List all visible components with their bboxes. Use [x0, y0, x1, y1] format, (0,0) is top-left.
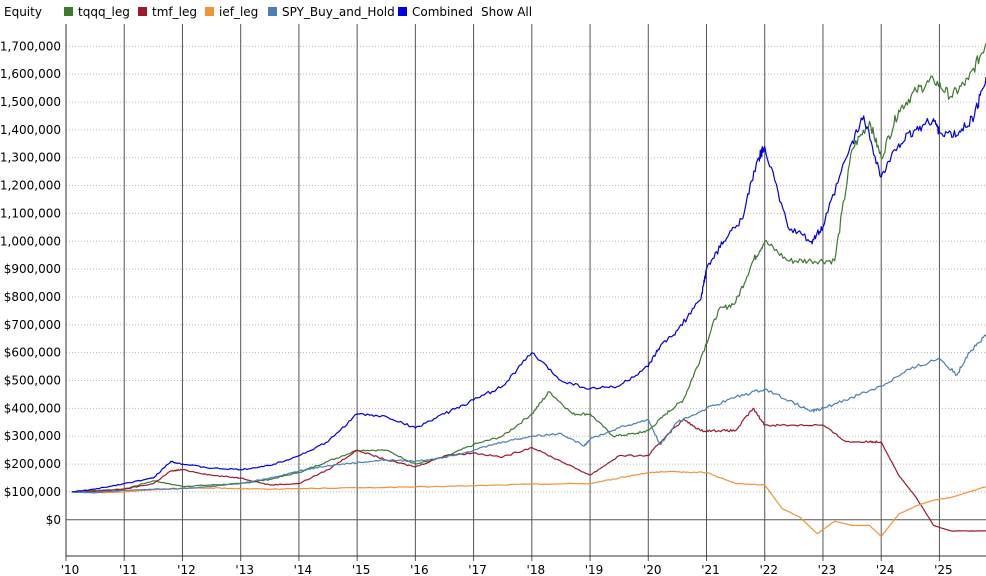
x-tick-label: '13 — [235, 563, 254, 576]
x-tick-label: '18 — [527, 563, 546, 576]
x-tick-label: '10 — [61, 563, 80, 576]
legend-item-tmf-leg[interactable]: tmf_leg — [138, 5, 197, 19]
legend-title: Equity — [4, 5, 42, 19]
series-line-tqqq-leg — [71, 43, 986, 493]
y-tick-label: $0 — [46, 513, 61, 527]
series-line-ief-leg — [71, 470, 986, 538]
legend-item-ief-leg[interactable]: ief_leg — [205, 5, 258, 19]
legend-item-tqqq-leg[interactable]: tqqq_leg — [64, 5, 130, 19]
legend-label: tqqq_leg — [78, 5, 130, 19]
y-tick-label: $700,000 — [4, 318, 61, 332]
y-tick-label: $1,300,000 — [0, 151, 61, 165]
x-tick-label: '12 — [177, 563, 196, 576]
legend-swatch — [138, 7, 147, 16]
y-tick-label: $1,400,000 — [0, 123, 61, 137]
y-tick-label: $100,000 — [4, 485, 61, 499]
legend: Equity tqqq_leg tmf_leg ief_leg SPY_Buy_… — [0, 0, 986, 24]
y-tick-label: $400,000 — [4, 401, 61, 415]
legend-label: ief_leg — [219, 5, 259, 19]
x-tick-label: '11 — [119, 563, 138, 576]
y-tick-label: $1,500,000 — [0, 95, 61, 109]
legend-label: tmf_leg — [152, 5, 197, 19]
legend-label: SPY_Buy_and_Hold — [282, 5, 395, 19]
x-tick-label: '23 — [818, 563, 837, 576]
y-tick-label: $1,600,000 — [0, 67, 61, 81]
x-tick-label: '17 — [468, 563, 487, 576]
series-line-spy-buy-and-hold — [71, 334, 986, 494]
legend-swatch — [268, 7, 277, 16]
y-tick-label: $800,000 — [4, 290, 61, 304]
y-tick-label: $900,000 — [4, 262, 61, 276]
y-tick-label: $1,000,000 — [0, 234, 61, 248]
y-tick-label: $1,700,000 — [0, 39, 61, 53]
series-line-tmf-leg — [71, 407, 986, 532]
x-tick-label: '22 — [759, 563, 778, 576]
legend-item-combined[interactable]: Combined — [398, 5, 473, 19]
x-tick-label: '15 — [352, 563, 371, 576]
series-lines — [71, 43, 986, 538]
legend-swatch — [398, 7, 407, 16]
x-tick-label: '25 — [934, 563, 953, 576]
x-tick-label: '16 — [410, 563, 429, 576]
grid-lines — [65, 24, 986, 556]
y-tick-label: $500,000 — [4, 374, 61, 388]
x-tick-label: '20 — [643, 563, 662, 576]
legend-swatch — [205, 7, 214, 16]
y-tick-label: $1,200,000 — [0, 179, 61, 193]
y-tick-label: $1,100,000 — [0, 206, 61, 220]
x-tick-label: '24 — [876, 563, 895, 576]
y-tick-label: $600,000 — [4, 346, 61, 360]
series-line-combined — [71, 76, 986, 493]
show-all-button[interactable]: Show All — [481, 5, 533, 19]
y-tick-label: $200,000 — [4, 457, 61, 471]
legend-item-spy-buy-and-hold[interactable]: SPY_Buy_and_Hold — [268, 5, 395, 19]
x-tick-label: '19 — [585, 563, 604, 576]
x-tick-label: '21 — [701, 563, 720, 576]
axes: $0 $100,000 $200,000 $300,000 $400,000 $500,0… — [0, 24, 986, 576]
legend-label: Combined — [412, 5, 473, 19]
legend-swatch — [64, 7, 73, 16]
x-tick-label: '14 — [294, 563, 313, 576]
y-tick-label: $300,000 — [4, 429, 61, 443]
